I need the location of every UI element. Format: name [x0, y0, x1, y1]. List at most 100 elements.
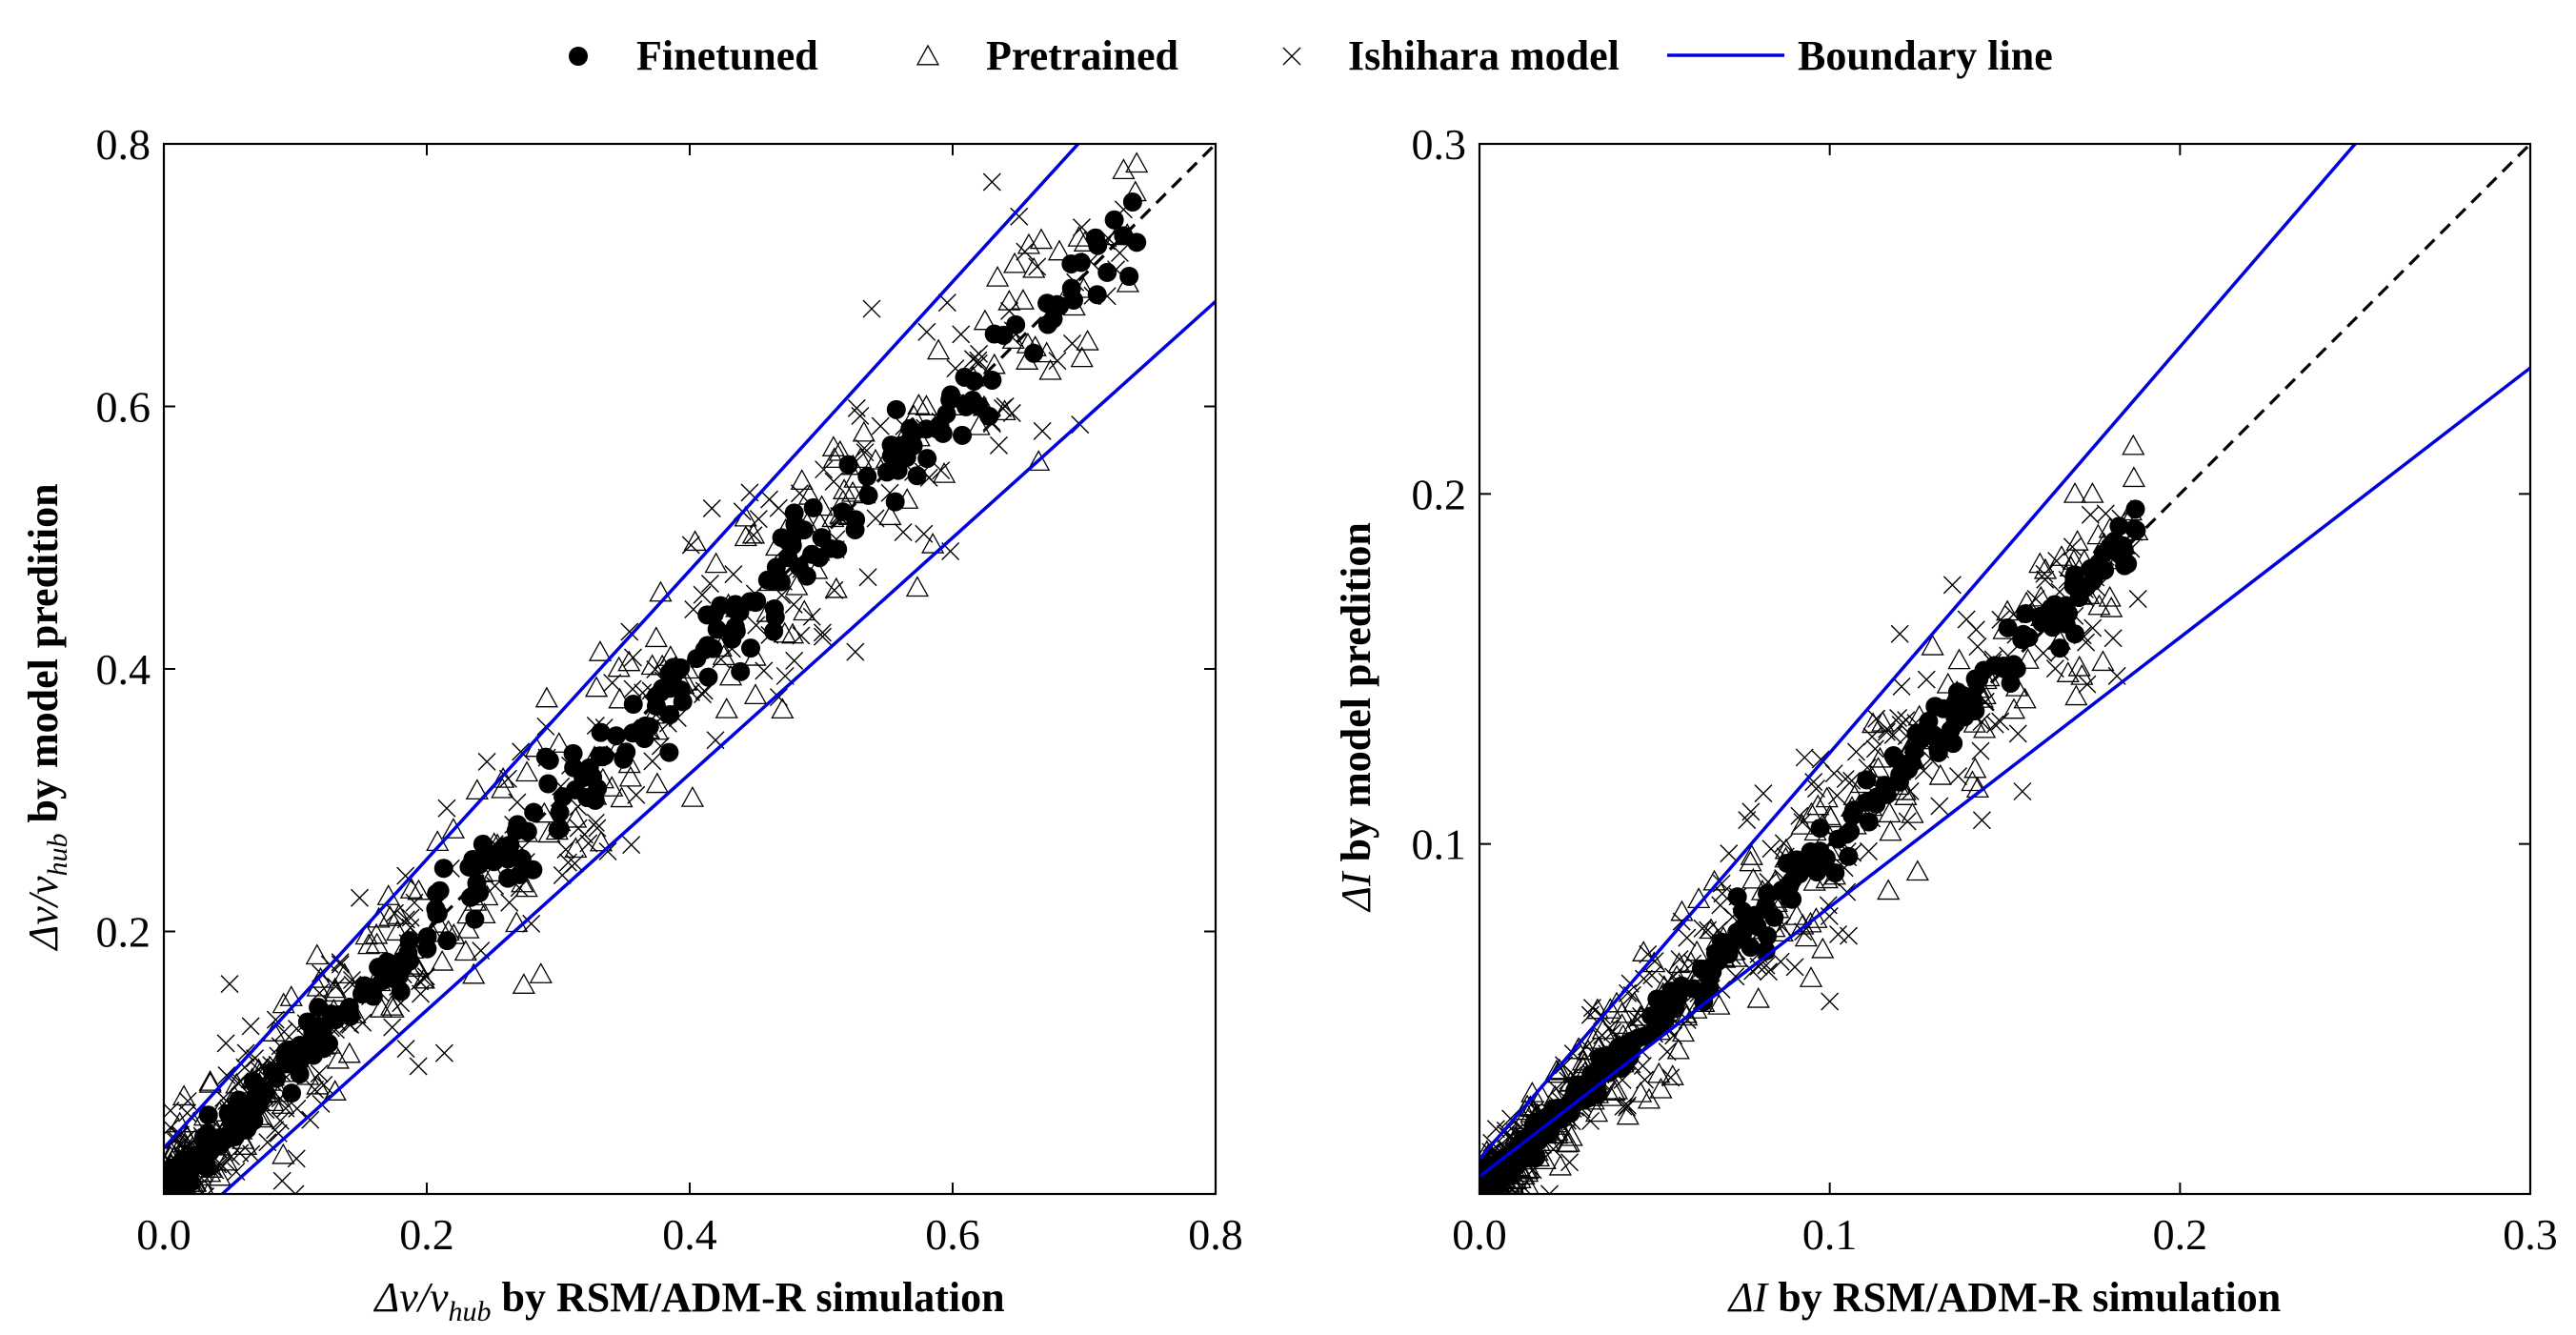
pretrained-point — [412, 967, 435, 989]
ishihara-point — [2063, 537, 2082, 556]
pretrained-point — [1746, 986, 1770, 1008]
finetuned-point — [1866, 794, 1886, 814]
ishihara-point — [1846, 742, 1865, 761]
ishihara-point — [271, 1111, 290, 1130]
pretrained-point — [1591, 1018, 1615, 1040]
finetuned-point — [535, 747, 555, 767]
finetuned-point — [564, 758, 584, 778]
ishihara-point — [1795, 748, 1814, 767]
ishihara-point — [2096, 504, 2115, 523]
finetuned-point — [2124, 519, 2144, 539]
pretrained-point — [997, 289, 1021, 311]
finetuned-point — [785, 515, 805, 535]
boundary-line-upper — [164, 144, 1081, 1149]
pretrained-point — [214, 1149, 238, 1171]
ishihara-point — [396, 866, 415, 885]
pretrained-point — [1484, 1191, 1489, 1194]
pretrained-point — [1799, 911, 1822, 933]
pretrained-point — [985, 265, 1010, 287]
x-axis-label-subscript: hub — [449, 1296, 492, 1327]
ishihara-point — [331, 953, 350, 972]
ishihara-point — [508, 793, 527, 812]
ishihara-point — [982, 172, 1001, 192]
x-axis-label-math: ΔI — [1727, 1274, 1770, 1321]
finetuned-point — [917, 449, 937, 469]
finetuned-point — [1122, 192, 1142, 212]
ishihara-point — [1877, 722, 1896, 741]
finetuned-point — [1923, 725, 1943, 745]
pretrained-point — [734, 525, 757, 547]
plot-frame — [1478, 142, 2532, 1196]
pretrained-point — [1027, 450, 1051, 472]
pretrained-point — [1861, 712, 1885, 734]
pretrained-point — [849, 447, 873, 469]
pretrained-point — [905, 576, 930, 597]
ishihara-point — [937, 293, 956, 313]
ishihara-point — [2128, 590, 2147, 609]
pretrained-point — [1699, 918, 1723, 940]
finetuned-point — [524, 802, 544, 822]
pretrained-point — [1544, 1059, 1568, 1081]
finetuned-point — [1024, 343, 1044, 363]
finetuned-point — [2063, 576, 2083, 596]
y-axis-label-subscript: hub — [42, 834, 73, 877]
ishihara-point — [1806, 779, 1825, 799]
legend-entry-pretrained: Pretrained — [916, 32, 1178, 79]
ishihara-point — [970, 344, 989, 363]
ishihara-point — [1892, 677, 1911, 696]
finetuned-point — [1655, 1010, 1675, 1030]
pretrained-point — [514, 876, 538, 898]
finetuned-point — [225, 1126, 245, 1146]
ishihara-point — [2013, 782, 2032, 801]
pretrained-point — [1649, 1077, 1673, 1099]
y-tick-label: 0.8 — [96, 120, 151, 169]
finetuned-point — [725, 617, 745, 637]
ishihara-point — [512, 742, 531, 761]
pretrained-point — [324, 981, 348, 1002]
pretrained-point — [821, 435, 846, 456]
ishihara-point — [216, 1034, 235, 1053]
ishihara-point — [565, 854, 584, 873]
ishihara-point — [2034, 643, 2053, 662]
y-axis-label-text: by model predition — [20, 483, 67, 833]
ishihara-point — [1968, 637, 1987, 657]
boundary-line-lower — [219, 299, 1216, 1194]
legend-label: Pretrained — [986, 32, 1178, 79]
pretrained-point — [2056, 661, 2080, 682]
ishihara-point — [2036, 570, 2055, 589]
finetuned-point — [1859, 812, 1879, 832]
pretrained-point — [171, 1084, 196, 1106]
finetuned-point — [886, 399, 906, 419]
pretrained-point — [1877, 879, 1901, 900]
pretrained-point — [1076, 329, 1099, 351]
finetuned-point — [1756, 941, 1776, 961]
pretrained-point — [1637, 1087, 1661, 1109]
finetuned-point — [473, 834, 493, 854]
ishihara-point — [1642, 966, 1661, 985]
ishihara-point — [266, 1121, 285, 1140]
finetuned-point — [201, 1135, 221, 1155]
finetuned-point — [433, 859, 453, 879]
ishihara-point — [477, 752, 496, 771]
finetuned-point — [766, 557, 786, 577]
ishihara-point — [1890, 624, 1909, 643]
x-tick-label: 0.0 — [1452, 1210, 1507, 1259]
pretrained-point — [1973, 717, 1997, 738]
ishihara-point — [623, 679, 642, 698]
finetuned-point — [550, 802, 570, 822]
ishihara-point — [825, 580, 844, 599]
plot-area — [1479, 144, 2530, 1194]
pretrained-point — [743, 683, 768, 704]
ishihara-point — [1949, 767, 1968, 786]
finetuned-point — [1097, 262, 1117, 282]
pretrained-point — [381, 997, 405, 1018]
pretrained-point — [482, 860, 506, 882]
pretrained-point — [1804, 907, 1828, 928]
pretrained-point — [1560, 1124, 1583, 1146]
finetuned-point — [550, 819, 570, 839]
ishihara-point — [179, 1193, 180, 1194]
pretrained-point — [610, 786, 634, 808]
ishihara-point — [603, 674, 622, 693]
finetuned-point — [2030, 606, 2050, 626]
finetuned-point — [1647, 989, 1667, 1009]
